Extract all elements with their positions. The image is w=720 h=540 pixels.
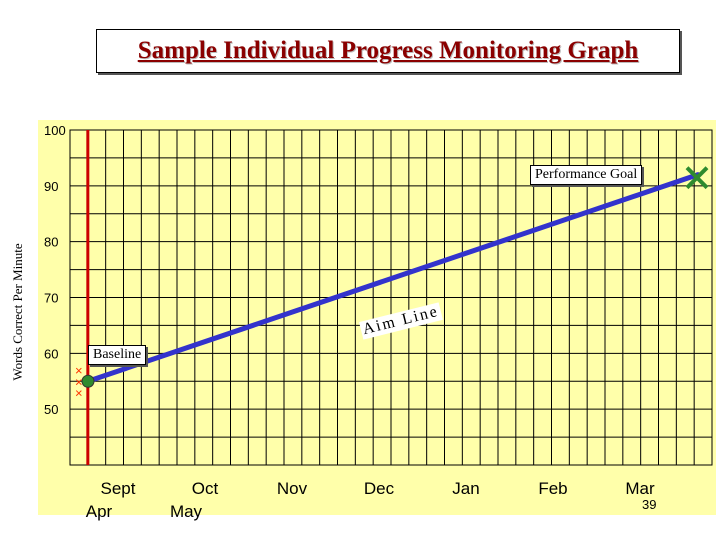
baseline-score-point: ×: [75, 385, 83, 400]
x-tick-label: Nov: [277, 479, 308, 498]
performance-goal-label: Performance Goal: [530, 165, 643, 185]
baseline-score-point: ×: [75, 374, 83, 389]
x-tick-label: Mar: [625, 479, 655, 498]
chart-title: Sample Individual Progress Monitoring Gr…: [96, 29, 680, 73]
aim-line-start-point: [81, 374, 95, 388]
x-tick-label-secondary: May: [170, 502, 203, 521]
x-tick-label: Jan: [452, 479, 479, 498]
baseline-score-point: ×: [75, 363, 83, 378]
y-tick-label: 70: [44, 291, 58, 306]
y-tick-label: 80: [44, 235, 58, 250]
page-number: 39: [642, 497, 657, 512]
y-tick-label: 50: [44, 402, 58, 417]
x-tick-label: Oct: [192, 479, 219, 498]
y-tick-label: 60: [44, 346, 58, 361]
aim-line: [85, 172, 701, 384]
x-tick-label-secondary: Apr: [86, 502, 113, 521]
y-tick-label: 100: [44, 123, 66, 138]
goal-marker: [685, 166, 709, 190]
x-tick-label: Feb: [538, 479, 567, 498]
baseline-label: Baseline: [88, 345, 147, 365]
x-tick-label: Sept: [101, 479, 136, 498]
x-tick-label: Dec: [364, 479, 395, 498]
y-tick-label: 90: [44, 179, 58, 194]
